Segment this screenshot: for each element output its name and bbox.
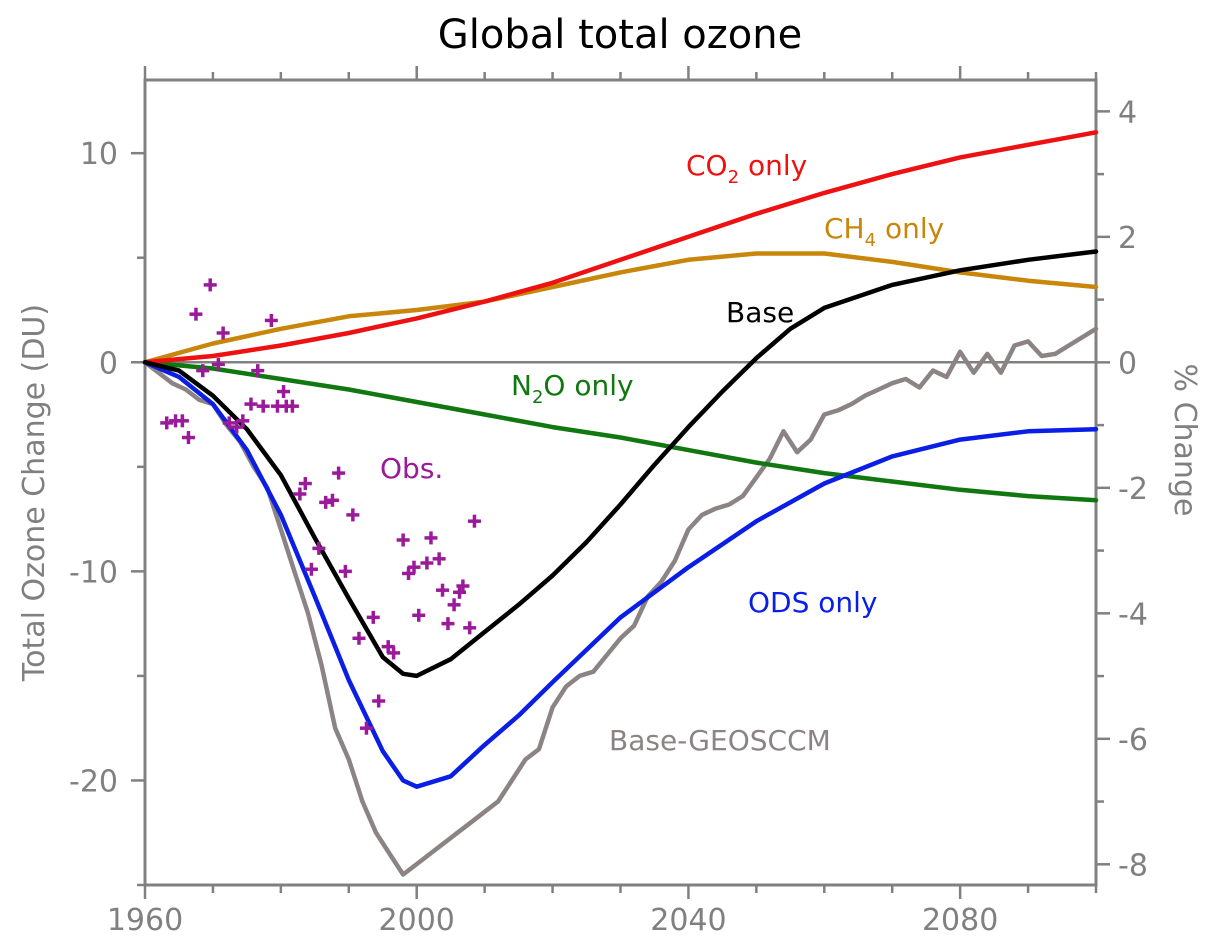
series-line-ods-only bbox=[142, 360, 1099, 789]
series-label-base-geosccm: Base-GEOSCCM bbox=[609, 724, 831, 757]
obs-point bbox=[230, 420, 244, 434]
series-labels: CO2 only CH4 only Base N2O only ODS only Base… bbox=[380, 149, 944, 757]
obs-point bbox=[293, 487, 307, 501]
obs-point bbox=[244, 397, 258, 411]
obs-point bbox=[436, 583, 450, 597]
series-line-co2-only bbox=[142, 130, 1099, 365]
series-line-n2o-only bbox=[142, 360, 1099, 503]
series-label-ods-only: ODS only bbox=[748, 586, 878, 619]
y2-tick-label: -4 bbox=[1118, 597, 1148, 632]
obs-point bbox=[264, 313, 278, 327]
series-label-n2o-only: N2O only bbox=[511, 369, 634, 408]
y2-tick-label: 0 bbox=[1118, 346, 1137, 381]
series-line-base bbox=[142, 249, 1099, 679]
obs-point bbox=[298, 477, 312, 491]
obs-point bbox=[372, 694, 386, 708]
x-tick-label: 1960 bbox=[107, 903, 183, 938]
obs-point bbox=[304, 562, 318, 576]
y2-tick-label: 2 bbox=[1118, 221, 1137, 256]
series-label-co2-only: CO2 only bbox=[686, 149, 807, 188]
obs-point bbox=[251, 364, 265, 378]
obs-point bbox=[407, 560, 421, 574]
obs-point bbox=[447, 598, 461, 612]
obs-point bbox=[319, 495, 333, 509]
obs-point bbox=[467, 514, 481, 528]
obs-point bbox=[222, 416, 236, 430]
x-tick-label: 2000 bbox=[379, 903, 455, 938]
obs-point bbox=[463, 621, 477, 635]
obs-point bbox=[387, 646, 401, 660]
axes: 1960 2000 2040 2080 10 0 -10 -20 4 2 0 -2 -4 -6 -8 Tota… bbox=[17, 66, 1202, 938]
obs-point bbox=[285, 399, 299, 413]
obs-point bbox=[196, 364, 210, 378]
obs-point bbox=[441, 617, 455, 631]
y2-tick-label: -2 bbox=[1118, 472, 1148, 507]
obs-point bbox=[432, 552, 446, 566]
y-axis-title: Total Ozone Change (DU) bbox=[17, 304, 52, 682]
series-line-ch4-only bbox=[142, 251, 1099, 365]
y-tick-label: -10 bbox=[69, 555, 118, 590]
y2-tick-label: -6 bbox=[1118, 723, 1148, 758]
obs-point bbox=[412, 608, 426, 622]
chart-title: Global total ozone bbox=[438, 12, 802, 58]
obs-point bbox=[175, 414, 189, 428]
x-tick-label: 2080 bbox=[922, 903, 998, 938]
obs-point bbox=[366, 610, 380, 624]
y2-tick-label: -8 bbox=[1118, 848, 1148, 883]
y2-tick-label: 4 bbox=[1118, 95, 1137, 130]
obs-point bbox=[236, 414, 250, 428]
y-tick-label: 10 bbox=[80, 137, 118, 172]
obs-point bbox=[277, 385, 291, 399]
obs-point bbox=[346, 508, 360, 522]
obs-point bbox=[325, 493, 339, 507]
obs-point bbox=[203, 278, 217, 292]
plot-frame bbox=[143, 78, 1098, 887]
obs-point bbox=[332, 466, 346, 480]
series-lines bbox=[142, 130, 1099, 877]
x-tick-label: 2040 bbox=[650, 903, 726, 938]
observation-markers bbox=[160, 278, 481, 735]
obs-point bbox=[189, 307, 203, 321]
obs-point bbox=[160, 416, 174, 430]
obs-point bbox=[338, 564, 352, 578]
series-label-obs: Obs. bbox=[380, 452, 443, 485]
obs-point bbox=[181, 431, 195, 445]
y2-axis-title: % Change bbox=[1167, 364, 1202, 517]
obs-point bbox=[359, 721, 373, 735]
y-tick-label: 0 bbox=[99, 346, 118, 381]
obs-point bbox=[312, 541, 326, 555]
obs-point bbox=[256, 399, 270, 413]
series-label-base: Base bbox=[726, 296, 794, 329]
obs-point bbox=[352, 631, 366, 645]
y-tick-label: -20 bbox=[69, 764, 118, 799]
obs-point bbox=[420, 556, 434, 570]
obs-point bbox=[456, 579, 470, 593]
series-label-ch4-only: CH4 only bbox=[824, 212, 944, 251]
series-line-base-geosccm bbox=[142, 326, 1099, 877]
obs-point bbox=[424, 531, 438, 545]
obs-point bbox=[211, 357, 225, 371]
obs-point bbox=[396, 533, 410, 547]
obs-point bbox=[216, 326, 230, 340]
